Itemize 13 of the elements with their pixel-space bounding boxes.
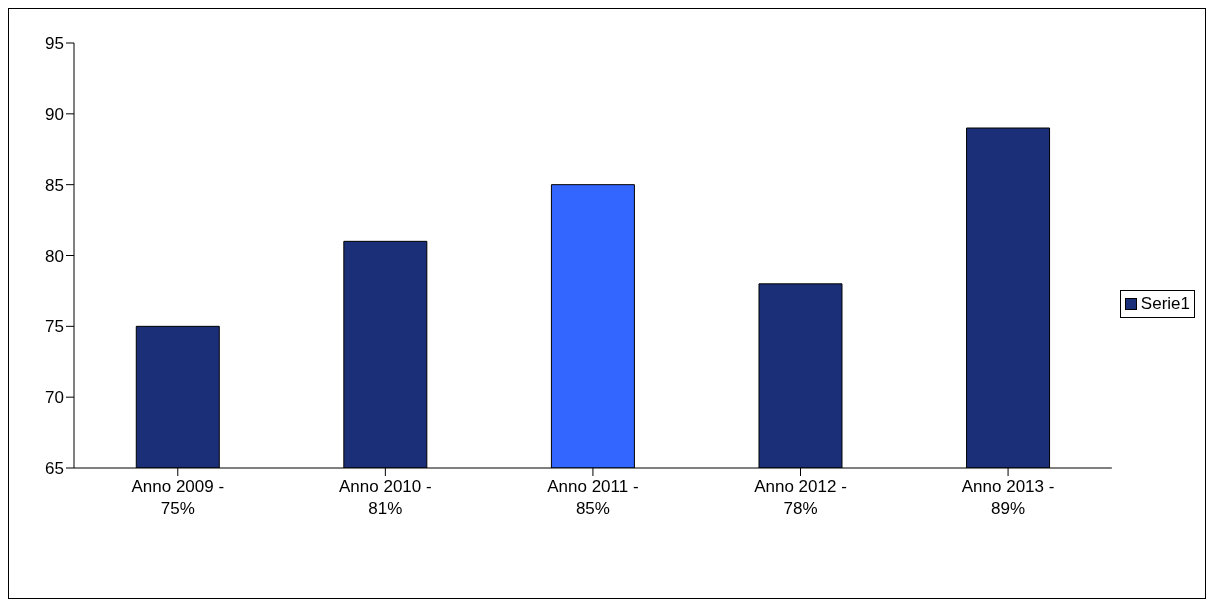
y-tick-label: 90 — [45, 104, 64, 124]
x-tick-label: Anno 2013 - 89% — [961, 477, 1055, 518]
y-tick-label: 85 — [45, 175, 64, 195]
y-tick-label: 70 — [45, 388, 64, 408]
y-tick-label: 75 — [45, 317, 64, 337]
y-tick-label: 65 — [45, 459, 64, 479]
x-tick-label: Anno 2010 - 81% — [339, 477, 432, 518]
y-tick-label: 95 — [45, 34, 64, 54]
x-tick-label: Anno 2009 - 75% — [131, 477, 225, 518]
x-tick-label: Anno 2012 - 78% — [754, 477, 847, 518]
x-tick-label: Anno 2011 - 85% — [547, 477, 639, 518]
legend-label: Serie1 — [1140, 293, 1190, 314]
y-tick-label: 80 — [45, 246, 64, 266]
